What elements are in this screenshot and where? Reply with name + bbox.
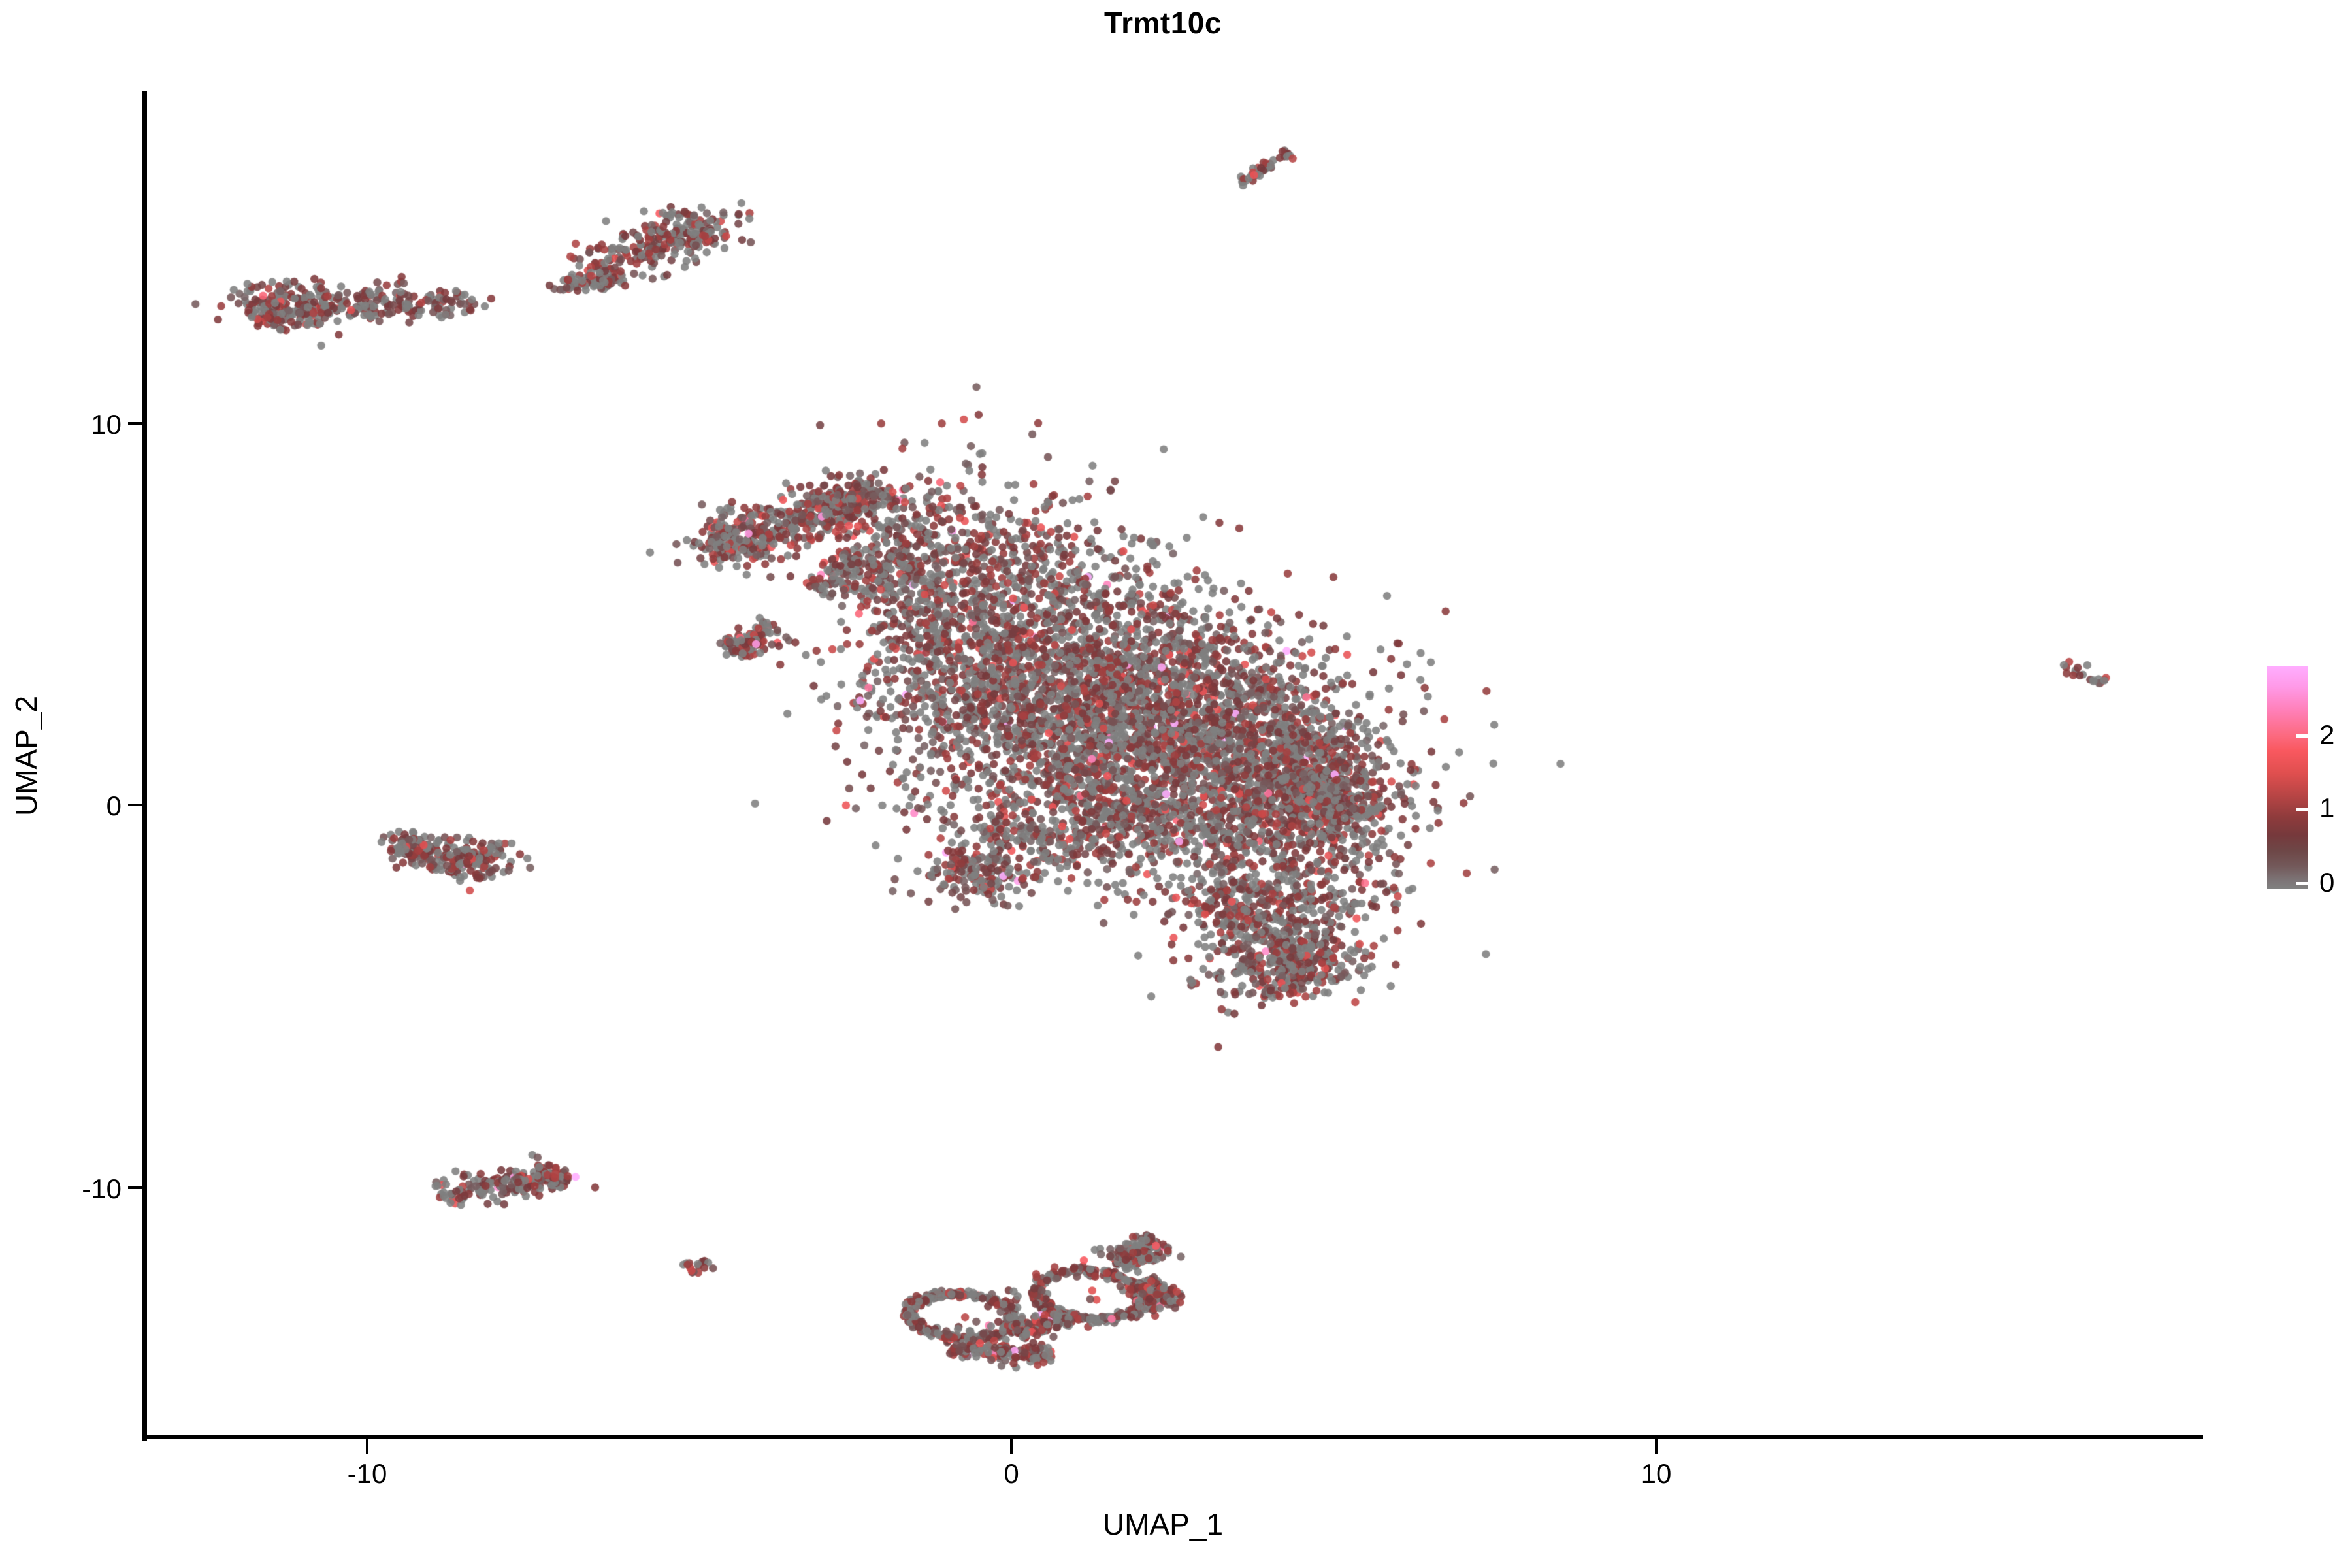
y-tick-mark-0: [128, 804, 142, 806]
x-axis-line: [142, 1435, 2203, 1439]
y-tick-label-10: 10: [91, 409, 122, 440]
x-tick-mark-10: [1655, 1439, 1658, 1454]
colorbar-label-2: 2: [2319, 719, 2335, 750]
y-tick-mark-10: [128, 422, 142, 425]
colorbar-label-1: 1: [2319, 792, 2335, 823]
x-tick-label-10: 10: [1641, 1458, 1672, 1489]
y-axis-label: UMAP_2: [9, 695, 43, 817]
x-tick-mark-0: [1010, 1439, 1013, 1454]
colorbar-tick-0: [2296, 882, 2313, 885]
x-tick-mark-neg10: [366, 1439, 368, 1454]
y-tick-label-neg10: -10: [82, 1173, 122, 1204]
y-tick-label-0: 0: [106, 791, 122, 821]
colorbar-gradient: [2267, 666, 2308, 889]
y-tick-mark-neg10: [128, 1186, 142, 1189]
colorbar-label-0: 0: [2319, 867, 2335, 898]
colorbar-tick-1: [2296, 808, 2313, 811]
x-tick-label-0: 0: [1004, 1458, 1019, 1489]
colorbar-tick-2: [2296, 734, 2313, 738]
y-axis-line: [142, 91, 147, 1441]
x-axis-label: UMAP_1: [1102, 1507, 1224, 1541]
colorbar-legend: 2 1 0: [2267, 666, 2352, 902]
x-tick-label-neg10: -10: [347, 1458, 387, 1489]
